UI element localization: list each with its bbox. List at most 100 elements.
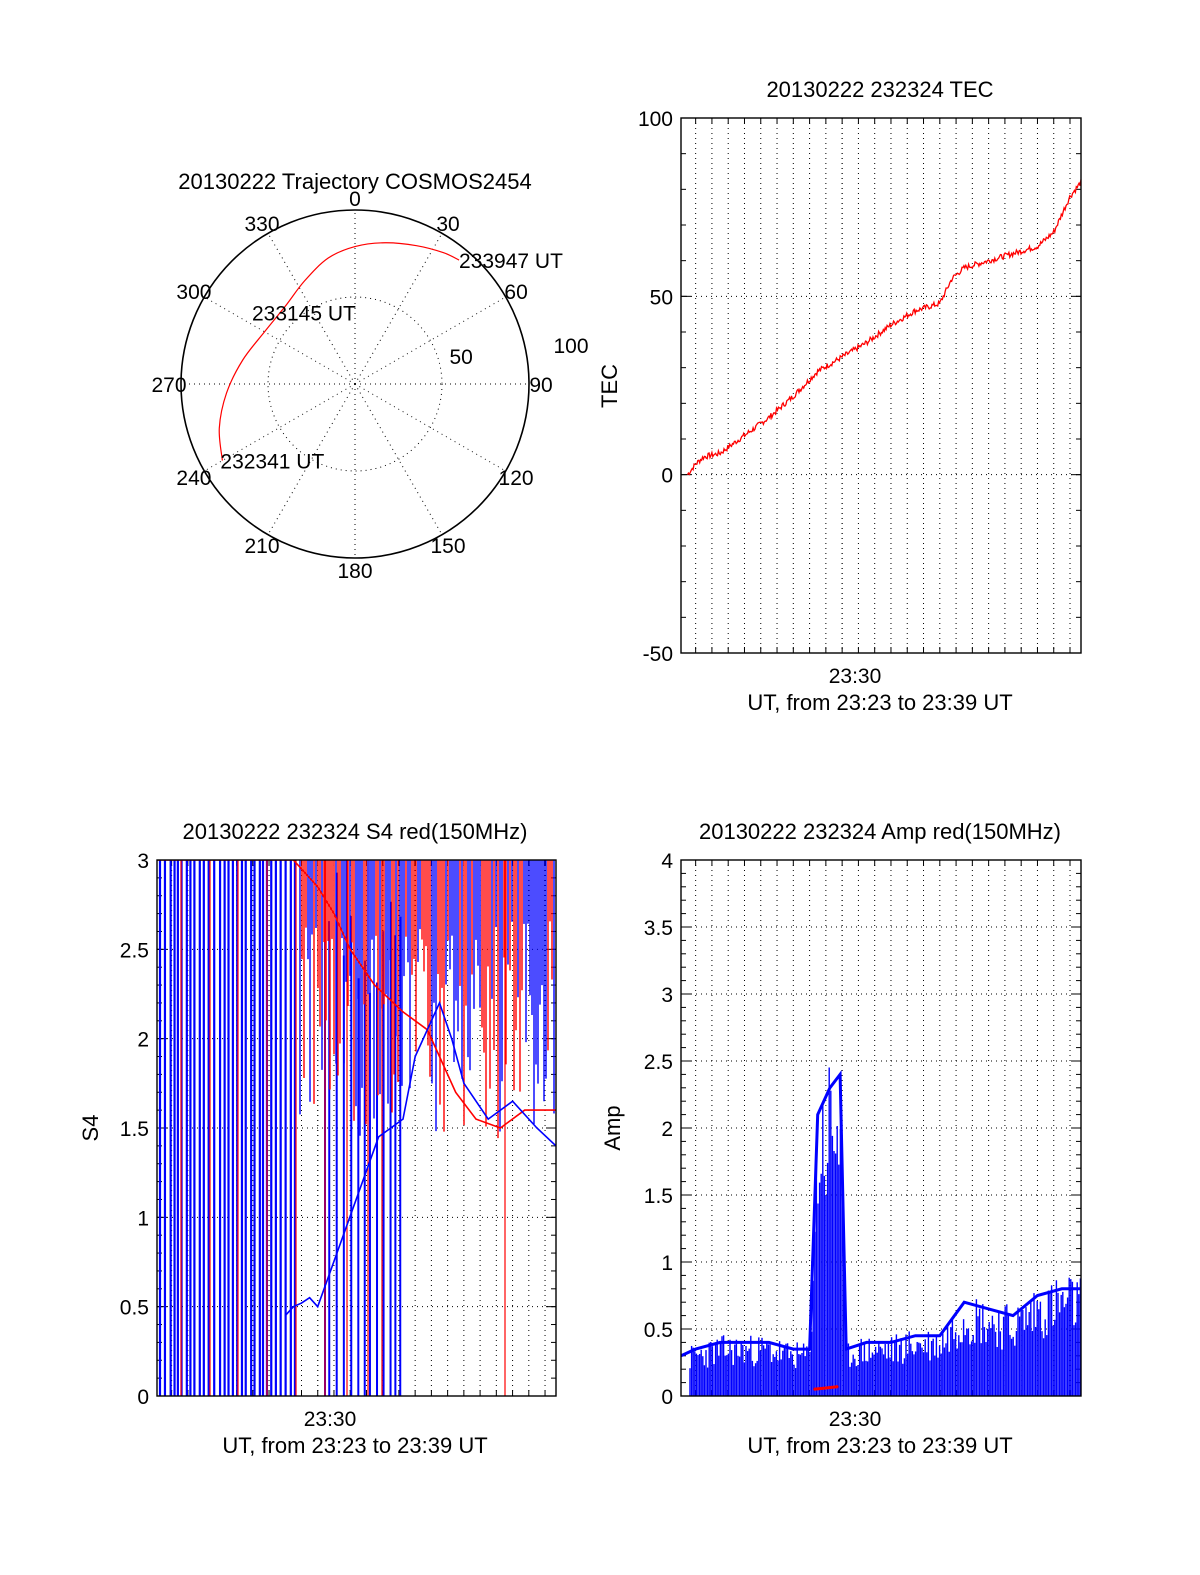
s4-series-point	[373, 984, 376, 986]
s4-series-point	[414, 1055, 416, 1058]
polar-azimuth-ticks: 0 30 60 90 120 150 180 210 240 270 300 330	[151, 188, 552, 583]
trajectory-title: 20130222 Trajectory COSMOS2454	[178, 169, 531, 194]
amp-series-point	[865, 1341, 868, 1343]
s4-series-point	[317, 1306, 319, 1308]
s4-series-point	[499, 1127, 501, 1129]
trajectory-panel: 20130222 Trajectory COSMOS2454 0 30 60 90 12…	[151, 169, 588, 583]
s4-y-tick-label: 1.5	[120, 1118, 149, 1141]
amp-y-tick-label: 0	[661, 1386, 673, 1409]
s4-series-point	[292, 1306, 294, 1308]
amp-panel: 20130222 232324 Amp red(150MHz) 4 3.5 3 2.5…	[600, 819, 1082, 1458]
s4-series-point	[402, 1118, 404, 1120]
s4-y-ticks: 3 2.5 2 1.5 1 0.5 0	[120, 850, 149, 1409]
s4-y-tick-label: 1	[137, 1207, 149, 1230]
s4-panel: 20130222 232324 S4 red(150MHz) 3 2.5 2 1.5 1…	[78, 819, 557, 1458]
tec-grid	[681, 117, 1081, 654]
amp-series-point	[839, 1073, 841, 1075]
polar-azimuth-label-270: 270	[151, 374, 186, 397]
s4-series-point	[487, 1118, 489, 1120]
polar-spoke-210	[267, 383, 356, 535]
tec-y-label: TEC	[597, 364, 622, 408]
polar-ring-50	[267, 296, 443, 472]
ring-label-50: 50	[449, 346, 472, 369]
s4-series-point	[475, 1118, 477, 1120]
amp-series-point	[695, 1348, 697, 1350]
s4-series-point	[402, 1011, 404, 1013]
amp-y-ticks: 4 3.5 3 2.5 2 1.5 1 0.5 0	[644, 850, 674, 1409]
tec-y-tick-label: 100	[638, 108, 673, 131]
polar-spoke-150	[354, 383, 443, 535]
tec-series-line	[686, 179, 1082, 476]
amp-series-point	[768, 1341, 770, 1343]
amp-series-point	[939, 1335, 941, 1337]
amp-title: 20130222 232324 Amp red(150MHz)	[699, 819, 1061, 844]
s4-title: 20130222 232324 S4 red(150MHz)	[183, 819, 528, 844]
amp-y-tick-label: 2	[661, 1118, 673, 1141]
s4-y-tick-label: 3	[137, 850, 149, 873]
polar-azimuth-label-60: 60	[504, 281, 527, 304]
s4-x-label: UT, from 23:23 to 23:39 UT	[222, 1433, 487, 1458]
tec-y-tick-label: 50	[650, 286, 673, 309]
polar-azimuth-label-30: 30	[436, 213, 459, 236]
polar-spoke-300	[204, 296, 356, 385]
polar-spoke-240	[204, 383, 356, 472]
amp-noise-spikes	[689, 1067, 1081, 1396]
tec-x-tick-2330: 23:30	[829, 665, 882, 688]
amp-y-tick-label: 1	[661, 1252, 673, 1275]
amp-series-point	[825, 1387, 827, 1389]
s4-series-point	[333, 913, 335, 915]
tec-y-tick-label: -50	[643, 643, 673, 666]
s4-series-point	[463, 1082, 465, 1084]
amp-series-point	[743, 1341, 746, 1343]
amp-series-point	[813, 1388, 815, 1390]
polar-azimuth-label-150: 150	[430, 535, 465, 558]
s4-y-tick-label: 0	[137, 1386, 149, 1409]
tec-panel: 20130222 232324 TEC 100 50 0 -50 23:30 UT, …	[597, 77, 1082, 715]
s4-series-point	[378, 1136, 380, 1138]
amp-series-point	[845, 1348, 847, 1350]
trajectory-series-line	[218, 242, 460, 461]
polar-azimuth-label-120: 120	[499, 467, 534, 490]
amp-y-tick-label: 0.5	[644, 1319, 673, 1342]
polar-azimuth-label-240: 240	[176, 467, 211, 490]
amp-series-point	[890, 1341, 892, 1343]
polar-azimuth-label-180: 180	[337, 560, 372, 583]
s4-series-point	[349, 948, 351, 950]
s4-frame	[156, 859, 557, 1397]
tec-y-ticks: 100 50 0 -50	[638, 108, 673, 666]
polar-spoke-60	[354, 296, 506, 385]
s4-series-point	[309, 1297, 311, 1299]
s4-series-point	[536, 1127, 538, 1129]
s4-series-point	[284, 1315, 286, 1317]
amp-series-point	[829, 1087, 831, 1089]
amp-series-point	[719, 1341, 721, 1343]
amp-y-tick-label: 3	[661, 984, 673, 1007]
amp-series-point	[914, 1335, 916, 1337]
amp-series-point	[837, 1386, 839, 1388]
polar-azimuth-label-330: 330	[244, 213, 279, 236]
annotation-mid-time: 233145 UT	[252, 302, 356, 325]
tec-y-tick-label: 0	[661, 465, 673, 488]
s4-series-point	[317, 886, 319, 888]
s4-series-point	[300, 1302, 303, 1304]
s4-y-label: S4	[78, 1115, 103, 1142]
s4-x-tick-2330: 23:30	[304, 1408, 357, 1431]
polar-azimuth-label-0: 0	[349, 188, 361, 211]
amp-series-point	[963, 1301, 965, 1303]
amp-series-point	[1036, 1294, 1039, 1297]
s4-noise-spikes	[158, 860, 555, 1396]
tec-frame	[680, 117, 1082, 654]
amp-series-point	[1012, 1315, 1014, 1317]
amp-y-label: Amp	[600, 1105, 625, 1150]
amp-series-point	[792, 1348, 794, 1350]
s4-series-point	[455, 1091, 457, 1093]
s4-y-tick-label: 2	[137, 1029, 149, 1052]
amp-y-tick-label: 1.5	[644, 1185, 673, 1208]
amp-y-tick-label: 3.5	[644, 917, 673, 940]
polar-azimuth-label-210: 210	[244, 535, 279, 558]
tec-series	[686, 179, 1082, 476]
amp-series	[681, 1070, 1081, 1391]
polar-spoke-30	[354, 233, 443, 385]
amp-x-label: UT, from 23:23 to 23:39 UT	[747, 1433, 1012, 1458]
s4-y-tick-label: 2.5	[120, 939, 149, 962]
